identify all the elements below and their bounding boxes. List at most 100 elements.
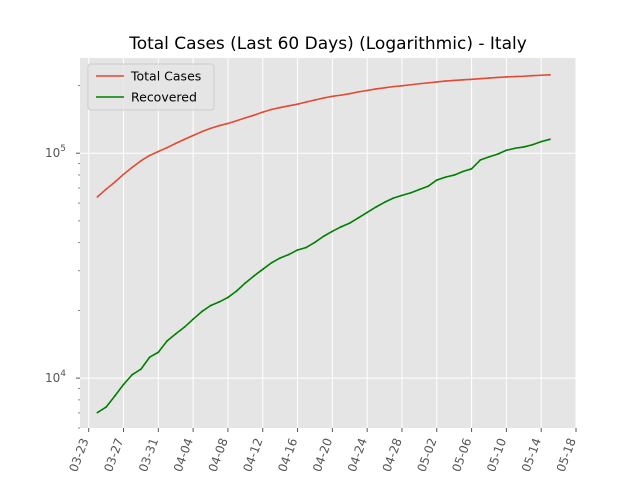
data-point — [357, 216, 360, 219]
data-point — [253, 275, 255, 277]
data-point — [470, 78, 473, 81]
data-point — [409, 83, 412, 86]
data-point — [218, 124, 221, 127]
data-point — [374, 88, 377, 90]
x-tick-label: 03-31 — [136, 436, 161, 474]
x-tick-label: 05-02 — [415, 436, 440, 474]
series-points-total-cases — [96, 73, 551, 198]
data-point — [261, 111, 264, 114]
data-point — [157, 150, 160, 153]
data-point — [218, 301, 221, 303]
legend: Total Cases Recovered — [87, 63, 215, 111]
data-point — [113, 395, 116, 397]
data-point — [227, 296, 229, 299]
y-tick-exponent: 5 — [60, 144, 66, 154]
data-point — [496, 153, 499, 156]
data-point — [479, 159, 482, 161]
data-point — [366, 89, 369, 92]
data-point — [444, 80, 447, 82]
data-point — [235, 290, 238, 292]
data-point — [514, 75, 516, 78]
data-point — [279, 106, 282, 109]
data-point — [227, 122, 229, 125]
data-point — [122, 383, 125, 386]
data-point — [244, 282, 247, 284]
data-point — [270, 261, 273, 264]
data-point — [183, 138, 186, 141]
x-tick-label: 03-27 — [101, 436, 126, 474]
data-point — [140, 368, 142, 371]
legend-label-recovered: Recovered — [131, 90, 197, 105]
data-point — [392, 197, 395, 200]
data-point — [183, 326, 186, 329]
data-point — [279, 257, 282, 259]
x-tick-label: 04-16 — [275, 436, 300, 474]
data-point — [401, 84, 403, 87]
data-point — [479, 77, 482, 80]
data-point — [348, 92, 351, 95]
x-tick-label: 05-10 — [484, 436, 509, 474]
data-point — [113, 181, 116, 183]
data-point — [209, 127, 212, 130]
y-tick-base: 10 — [45, 146, 60, 160]
x-tick-label: 04-28 — [380, 436, 405, 474]
x-tick-label: 04-04 — [171, 436, 196, 474]
data-point — [131, 373, 134, 376]
data-point — [253, 114, 255, 117]
data-point — [453, 79, 456, 82]
data-point — [374, 206, 377, 209]
data-point — [192, 134, 195, 137]
data-point — [418, 82, 421, 85]
data-point — [418, 188, 421, 191]
data-point — [192, 318, 195, 321]
data-point — [392, 85, 395, 88]
x-tick-label: 04-24 — [345, 436, 370, 474]
data-point — [366, 211, 369, 214]
x-tick-label: 05-18 — [554, 436, 579, 474]
data-point — [409, 191, 412, 194]
data-point — [174, 142, 177, 145]
data-point — [383, 201, 386, 204]
data-point — [96, 195, 99, 198]
data-point — [401, 194, 403, 197]
data-point — [540, 74, 543, 77]
legend-label-total-cases: Total Cases — [130, 69, 201, 84]
y-tick-label: 105 — [45, 144, 66, 160]
data-point — [331, 230, 334, 233]
data-point — [314, 241, 316, 244]
data-point — [105, 406, 108, 408]
data-point — [548, 138, 551, 141]
data-point — [540, 140, 543, 143]
x-tick-label: 03-23 — [66, 436, 91, 474]
data-point — [496, 76, 499, 79]
data-point — [488, 155, 490, 158]
data-point — [166, 146, 168, 149]
data-point — [314, 99, 316, 101]
x-tick-label: 05-14 — [519, 436, 544, 474]
data-point — [514, 147, 516, 150]
data-point — [522, 75, 525, 78]
data-point — [461, 170, 464, 173]
data-point — [427, 185, 429, 188]
data-point — [209, 304, 212, 307]
data-point — [244, 116, 247, 119]
plot-area — [80, 58, 576, 428]
data-point — [322, 235, 325, 238]
data-point — [435, 179, 438, 181]
data-point — [200, 130, 203, 133]
data-point — [296, 103, 299, 106]
data-point — [548, 73, 551, 76]
data-point — [531, 143, 534, 146]
data-point — [383, 86, 386, 89]
data-point — [131, 166, 134, 169]
data-point — [200, 310, 203, 313]
data-point — [470, 167, 473, 170]
data-point — [235, 119, 238, 122]
data-point — [531, 74, 534, 77]
grid — [80, 58, 577, 428]
data-point — [296, 249, 299, 251]
y-tick-base: 10 — [45, 371, 60, 385]
data-point — [305, 246, 308, 249]
